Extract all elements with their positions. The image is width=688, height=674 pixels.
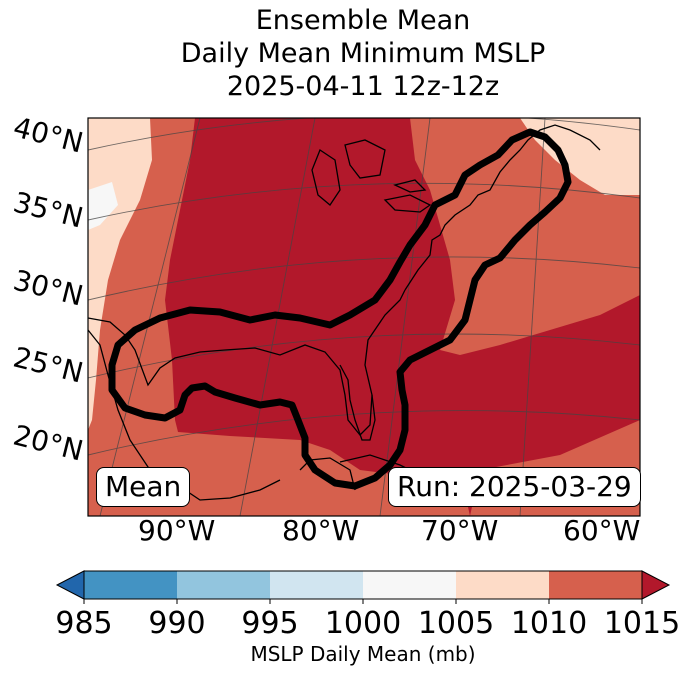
parallel-25n [88, 333, 640, 379]
colorbar-bin-1005-1010 [456, 571, 549, 599]
colorbar-bin-1010-1015 [549, 571, 642, 599]
colorbar-bin-985-990 [84, 571, 177, 599]
run-date-label: Run: 2025-03-29 [388, 467, 641, 507]
colorbar-extend-high [641, 570, 671, 600]
colorbar-ticks [83, 599, 643, 604]
coastline-gulf [88, 289, 406, 436]
meridian-70w [379, 118, 431, 516]
parallel-20n [88, 410, 640, 456]
colorbar-tick-1015: 1015 [603, 606, 681, 641]
colorbar-tick-985: 985 [55, 606, 113, 641]
coastline-atlantic [404, 124, 601, 291]
parallel-40n [88, 118, 640, 151]
meridian-60w [519, 118, 546, 516]
colorbar-extend-low [55, 570, 85, 600]
colorbar-bin-1000-1005 [363, 571, 456, 599]
colorbar-label: MSLP Daily Mean (mb) [250, 642, 476, 666]
coastline-great-lakes [311, 139, 432, 213]
colorbar-bin-990-995 [177, 571, 270, 599]
parallel-30n [88, 256, 640, 301]
lon-label-60w: 60°W [563, 514, 641, 547]
colorbar-tick-1005: 1005 [417, 606, 495, 641]
coastline-florida [339, 364, 376, 441]
meridian-50w [639, 491, 640, 500]
colorbar-tick-1000: 1000 [324, 606, 402, 641]
mslp-contour [108, 128, 572, 490]
colorbar-tick-995: 995 [241, 606, 299, 641]
colorbar-tick-990: 990 [148, 606, 206, 641]
lon-label-80w: 80°W [282, 514, 360, 547]
colorbar-tick-1010: 1010 [510, 606, 588, 641]
lon-label-90w: 90°W [138, 514, 216, 547]
graticule [88, 118, 640, 516]
chart-title-line1: Ensemble Mean [255, 5, 471, 36]
mean-label: Mean [96, 467, 191, 507]
lon-label-70w: 70°W [421, 514, 499, 547]
chart-title-line2: Daily Mean Minimum MSLP [180, 38, 546, 69]
colorbar [55, 570, 671, 604]
map-frame [87, 117, 641, 517]
chart-title-line3: 2025-04-11 12z-12z [226, 71, 500, 102]
colorbar-bin-995-1000 [270, 571, 363, 599]
meridian-90w [99, 118, 201, 516]
